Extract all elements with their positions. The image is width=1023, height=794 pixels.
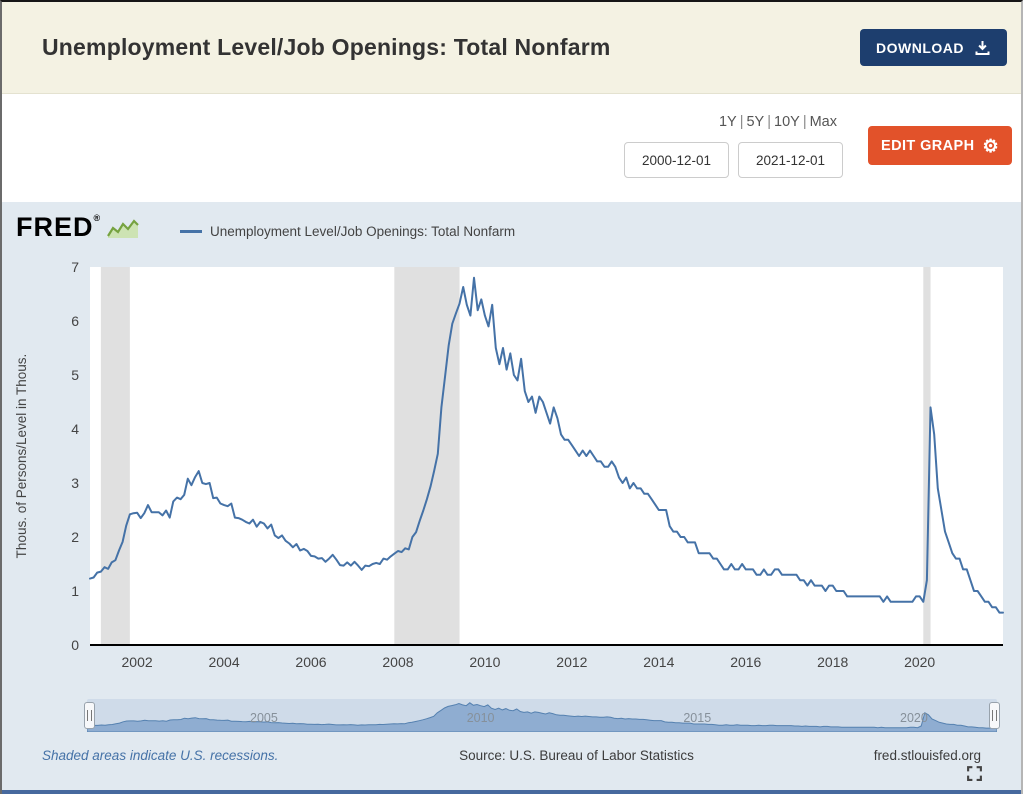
svg-text:2010: 2010 — [469, 654, 500, 670]
download-button-label: DOWNLOAD — [876, 39, 964, 56]
gear-icon: ⚙ — [982, 135, 999, 156]
graph-controls: 1Y|5Y|10Y|Max EDIT GRAPH ⚙ — [2, 94, 1021, 202]
slider-left-handle[interactable] — [84, 702, 95, 729]
svg-text:Thous. of Persons/Level in Tho: Thous. of Persons/Level in Thous. — [14, 354, 29, 559]
range-5y-link[interactable]: 5Y — [746, 114, 765, 130]
svg-text:2002: 2002 — [122, 654, 153, 670]
fred-site-link[interactable]: fred.stlouisfed.org — [873, 748, 981, 763]
graph-header: Unemployment Level/Job Openings: Total N… — [2, 2, 1021, 94]
svg-text:2008: 2008 — [382, 654, 413, 670]
brush-chart[interactable]: 2005 2010 2015 2020 — [87, 699, 997, 732]
fred-logo[interactable]: FRED® — [16, 212, 102, 242]
edit-graph-button[interactable]: EDIT GRAPH ⚙ — [868, 126, 1012, 165]
fred-logo-chart-icon — [107, 218, 139, 240]
graph-footer: Shaded areas indicate U.S. recessions. S… — [2, 748, 1021, 763]
main-chart[interactable]: 0 1 2 3 4 5 6 7 2002 2004 2006 2008 2010 2012 2014 2016… — [2, 254, 1021, 684]
registered-mark: ® — [93, 213, 102, 223]
svg-text:2015: 2015 — [683, 711, 711, 725]
slider-right-handle[interactable] — [989, 702, 1000, 729]
svg-text:2: 2 — [71, 529, 79, 545]
bottom-accent-bar — [2, 790, 1021, 794]
range-10y-link[interactable]: 10Y — [774, 114, 800, 130]
svg-text:2010: 2010 — [467, 711, 495, 725]
svg-text:6: 6 — [71, 313, 79, 329]
svg-text:7: 7 — [71, 259, 79, 275]
graph-panel: FRED® Unemployment Level/Job Openings: T… — [2, 202, 1021, 790]
svg-text:2014: 2014 — [643, 654, 674, 670]
range-separator: | — [739, 114, 744, 130]
download-button[interactable]: DOWNLOAD — [860, 29, 1007, 66]
legend: Unemployment Level/Job Openings: Total N… — [180, 224, 515, 239]
svg-text:1: 1 — [71, 583, 79, 599]
end-date-input[interactable] — [738, 142, 843, 178]
svg-text:2006: 2006 — [295, 654, 326, 670]
svg-text:2016: 2016 — [730, 654, 761, 670]
svg-text:3: 3 — [71, 475, 79, 491]
range-separator: | — [802, 114, 807, 130]
range-separator: | — [767, 114, 771, 130]
svg-text:2020: 2020 — [900, 711, 928, 725]
date-range-slider[interactable]: 2005 2010 2015 2020 — [84, 699, 1000, 732]
date-range-inputs — [624, 142, 843, 178]
slider-handle-grip — [87, 710, 92, 721]
svg-text:2012: 2012 — [556, 654, 587, 670]
svg-text:2018: 2018 — [817, 654, 848, 670]
range-preset-links: 1Y | 5Y | 10Y | Max — [717, 114, 839, 130]
range-max-link[interactable]: Max — [809, 114, 837, 130]
page-title: Unemployment Level/Job Openings: Total N… — [42, 34, 611, 60]
legend-line-swatch — [180, 230, 202, 233]
edit-graph-label: EDIT GRAPH — [881, 137, 975, 154]
start-date-input[interactable] — [624, 142, 729, 178]
svg-text:0: 0 — [71, 637, 79, 653]
fullscreen-icon[interactable] — [966, 765, 983, 782]
download-icon — [974, 40, 991, 56]
svg-text:4: 4 — [71, 421, 79, 437]
legend-series-label[interactable]: Unemployment Level/Job Openings: Total N… — [210, 224, 516, 239]
svg-text:5: 5 — [71, 367, 79, 383]
recession-note: Shaded areas indicate U.S. recessions. — [42, 748, 279, 763]
range-1y-link[interactable]: 1Y — [718, 114, 737, 130]
svg-text:2005: 2005 — [250, 711, 278, 725]
svg-text:2020: 2020 — [904, 654, 935, 670]
slider-handle-grip — [992, 710, 997, 721]
fred-brand-row: FRED® — [16, 214, 139, 241]
source-note: Source: U.S. Bureau of Labor Statistics — [459, 748, 694, 763]
svg-text:2004: 2004 — [208, 654, 239, 670]
